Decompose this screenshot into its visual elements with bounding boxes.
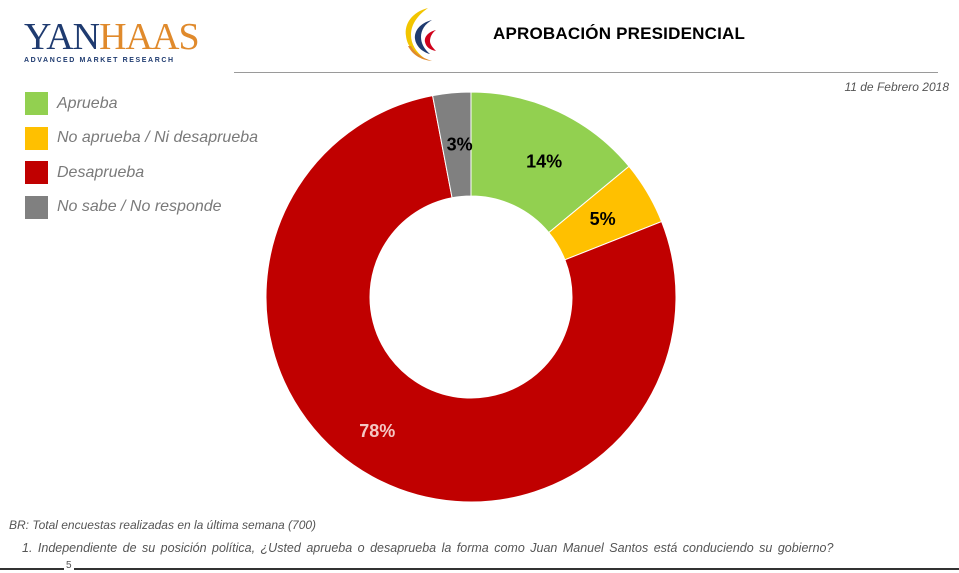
- logo-subtitle: ADVANCED MARKET RESEARCH: [24, 57, 175, 64]
- legend-swatch: [25, 92, 48, 115]
- report-date: 11 de Febrero 2018: [844, 80, 949, 94]
- logo-wordmark: YANHAAS: [24, 16, 200, 58]
- slice-data-label: 5%: [590, 209, 616, 229]
- slice-data-label: 3%: [447, 135, 473, 155]
- header-divider: [234, 72, 938, 73]
- legend-label: No aprueba / Ni desaprueba: [57, 129, 259, 146]
- slice-data-label: 78%: [359, 421, 395, 441]
- legend-item: No sabe / No responde: [25, 195, 258, 219]
- legend-item: Desaprueba: [25, 161, 258, 184]
- legend-swatch: [25, 161, 48, 184]
- page-title: APROBACIÓN PRESIDENCIAL: [493, 24, 746, 43]
- legend-item: Aprueba: [25, 92, 258, 115]
- legend-item: No aprueba / Ni desaprueba: [25, 126, 259, 150]
- legend-label: No sabe / No responde: [57, 198, 222, 215]
- footer-divider: [0, 568, 959, 570]
- donut-slice: [432, 91, 472, 199]
- donut-slice: [470, 91, 630, 234]
- legend-label: Desaprueba: [57, 163, 145, 181]
- base-note: BR: Total encuestas realizadas en la últ…: [9, 518, 317, 532]
- chart-legend: Aprueba No aprueba / Ni desaprueba Desapru…: [25, 92, 258, 230]
- page-number: 5: [64, 560, 74, 571]
- brand-logo: YANHAAS ADVANCED MARKET RESEARCH: [24, 16, 200, 70]
- legend-label: Aprueba: [57, 94, 118, 112]
- survey-question: 1. Independiente de su posición política…: [22, 541, 834, 555]
- donut-slice: [265, 95, 677, 503]
- legend-swatch: [25, 195, 48, 219]
- logo-text-part1: YAN: [24, 16, 100, 58]
- slice-data-label: 14%: [526, 152, 562, 172]
- colombia-emblem-icon: [405, 8, 436, 61]
- legend-swatch: [25, 126, 48, 150]
- logo-text-part2: HAAS: [99, 16, 199, 58]
